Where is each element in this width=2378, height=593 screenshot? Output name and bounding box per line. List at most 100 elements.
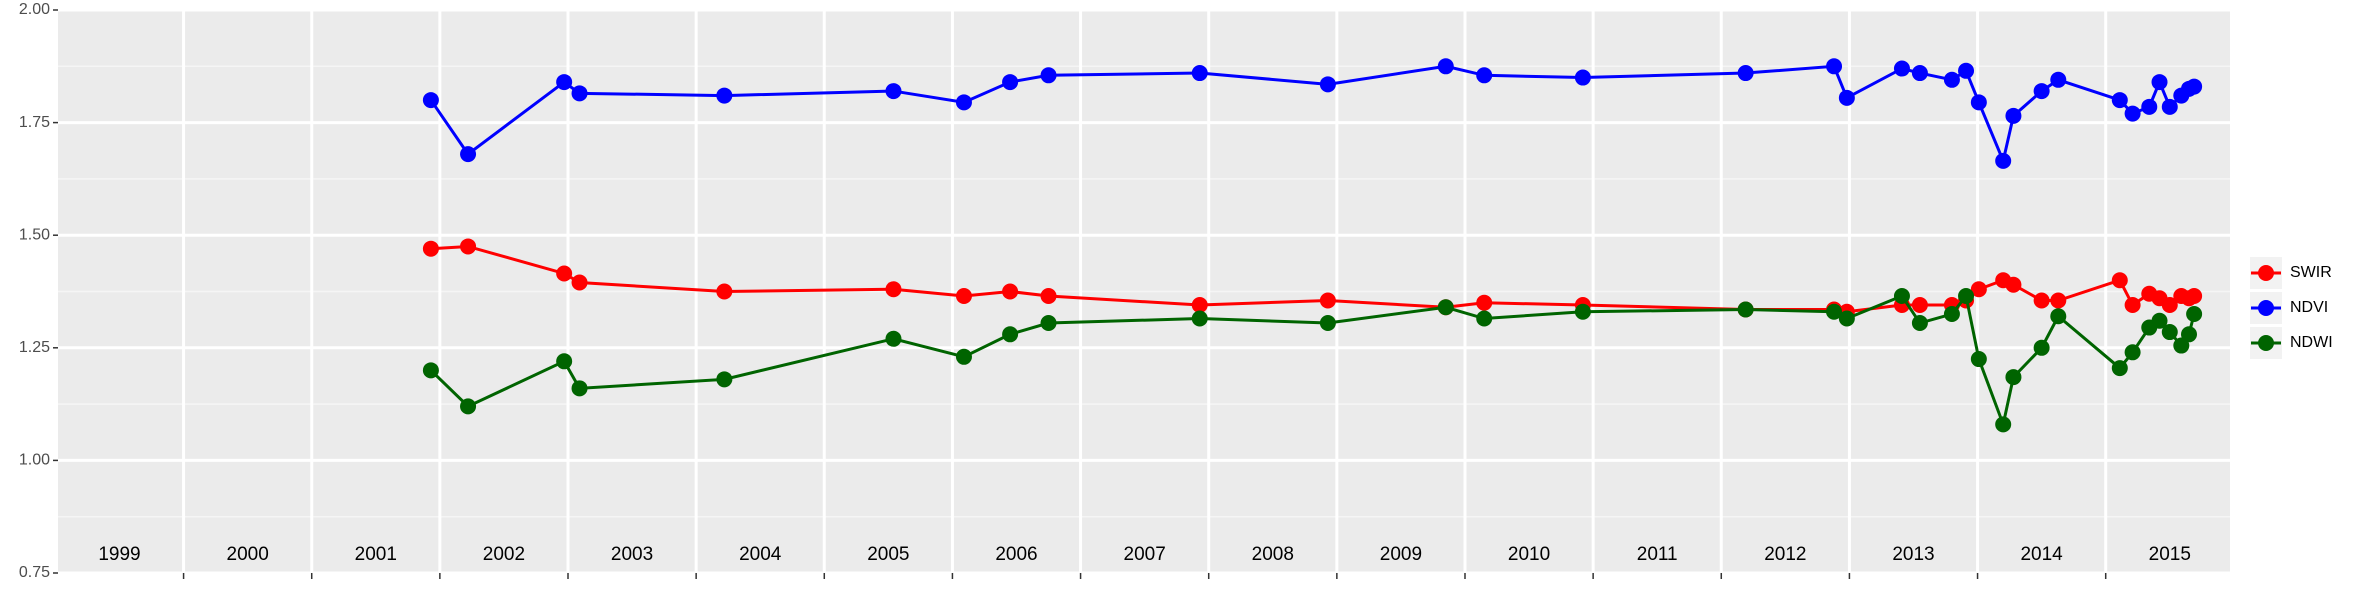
legend-key-point xyxy=(2258,265,2274,281)
point xyxy=(556,265,573,282)
point xyxy=(2033,292,2050,309)
point xyxy=(1970,94,1987,111)
x-tick-label: 2004 xyxy=(739,544,782,565)
legend-label: SWIR xyxy=(2290,264,2332,281)
point xyxy=(2033,83,2050,100)
point xyxy=(1970,281,1987,298)
legend-label: NDWI xyxy=(2290,334,2333,351)
legend-key-point xyxy=(2258,300,2274,316)
x-tick-label: 2012 xyxy=(1764,544,1806,565)
series-line xyxy=(429,292,2196,430)
x-tick-label: 2005 xyxy=(867,544,909,565)
point xyxy=(2141,98,2158,115)
point xyxy=(2186,78,2203,95)
point xyxy=(716,283,733,300)
point xyxy=(1893,60,1910,77)
point xyxy=(1476,310,1493,327)
point xyxy=(422,362,439,379)
point xyxy=(1319,76,1336,93)
point xyxy=(1958,62,1975,79)
x-tick-label: 2003 xyxy=(611,544,653,565)
point xyxy=(1826,303,1843,320)
x-tick-label: 2002 xyxy=(483,544,525,565)
point xyxy=(955,348,972,365)
legend-key-point xyxy=(2258,335,2274,351)
point xyxy=(1040,67,1057,84)
point xyxy=(1574,303,1591,320)
point xyxy=(1737,65,1754,82)
point xyxy=(1476,67,1493,84)
point xyxy=(460,146,477,163)
point xyxy=(571,380,588,397)
point xyxy=(1995,152,2012,169)
point xyxy=(1002,283,1019,300)
point xyxy=(1574,69,1591,86)
point xyxy=(1191,310,1208,327)
point xyxy=(2050,308,2067,325)
point xyxy=(1319,292,1336,309)
x-tick-label: 2009 xyxy=(1380,544,1422,565)
point xyxy=(1737,301,1754,318)
point xyxy=(460,238,477,255)
y-tick-label: 1.25 xyxy=(19,339,50,356)
x-tick-label: 2011 xyxy=(1637,544,1678,565)
point xyxy=(1893,288,1910,305)
x-tick-label: 2014 xyxy=(2020,544,2063,565)
point xyxy=(422,92,439,109)
y-tick-label: 0.75 xyxy=(19,564,50,581)
point xyxy=(2111,92,2128,109)
point xyxy=(1826,58,1843,75)
point xyxy=(885,83,902,100)
point xyxy=(1958,288,1975,305)
point xyxy=(2050,71,2067,88)
point xyxy=(2173,337,2190,354)
point xyxy=(1838,310,1855,327)
point xyxy=(1838,89,1855,106)
point xyxy=(2124,105,2141,122)
point xyxy=(1437,299,1454,316)
point xyxy=(1040,315,1057,332)
point xyxy=(2180,326,2197,343)
point xyxy=(885,281,902,298)
x-tick-label: 2000 xyxy=(227,544,269,565)
x-tick-label: 1999 xyxy=(98,544,140,565)
x-tick-label: 2001 xyxy=(355,544,397,565)
point xyxy=(1911,297,1928,314)
x-tick-label: 2015 xyxy=(2149,544,2191,565)
point xyxy=(2111,272,2128,289)
point xyxy=(1476,294,1493,311)
legend-label: NDVI xyxy=(2290,299,2328,316)
y-tick-label: 1.00 xyxy=(19,452,50,469)
point xyxy=(2186,306,2203,323)
point xyxy=(571,274,588,291)
point xyxy=(2005,107,2022,124)
point xyxy=(1002,326,1019,343)
point xyxy=(2005,369,2022,386)
x-tick-label: 2006 xyxy=(995,544,1037,565)
x-tick-label: 2007 xyxy=(1124,544,1166,565)
point xyxy=(2124,297,2141,314)
point xyxy=(1911,315,1928,332)
point xyxy=(1943,71,1960,88)
x-tick-label: 2008 xyxy=(1252,544,1294,565)
point xyxy=(2161,297,2178,314)
point xyxy=(2161,324,2178,341)
point xyxy=(1995,416,2012,433)
point xyxy=(2161,98,2178,115)
point xyxy=(1191,297,1208,314)
point xyxy=(1002,74,1019,91)
x-tick-label: 2013 xyxy=(1892,544,1934,565)
series-line xyxy=(429,64,2195,166)
point xyxy=(955,94,972,111)
point xyxy=(885,330,902,347)
y-tick-label: 1.75 xyxy=(19,114,50,131)
point xyxy=(1437,58,1454,75)
point xyxy=(1943,306,1960,323)
point xyxy=(1040,288,1057,305)
y-tick-label: 2.00 xyxy=(19,1,50,18)
point xyxy=(1319,315,1336,332)
point xyxy=(2005,276,2022,293)
point xyxy=(1911,65,1928,82)
